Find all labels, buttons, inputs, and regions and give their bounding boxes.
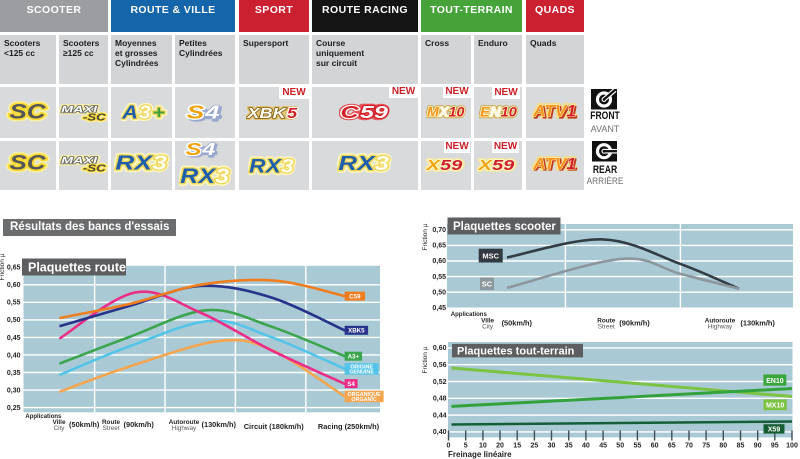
svg-text:65: 65 [668,443,676,450]
svg-text:50: 50 [616,443,624,450]
svg-text:0,44: 0,44 [433,412,447,419]
svg-text:GENUINE: GENUINE [349,370,374,376]
svg-text:Plaquettes route: Plaquettes route [28,261,126,275]
svg-text:0,40: 0,40 [7,352,21,359]
svg-text:(130km/h): (130km/h) [740,319,775,328]
svg-text:10: 10 [479,443,487,450]
svg-text:45: 45 [599,443,607,450]
svg-text:70: 70 [685,443,693,450]
svg-text:80: 80 [719,443,727,450]
svg-text:30: 30 [548,443,556,450]
svg-text:(90km/h): (90km/h) [619,319,650,328]
svg-text:Autoroute: Autoroute [705,318,736,325]
svg-text:0,55: 0,55 [432,274,446,281]
svg-text:Circuit (180km/h): Circuit (180km/h) [244,422,305,431]
svg-text:Ville: Ville [52,419,65,426]
svg-text:Street: Street [598,324,615,331]
svg-text:City: City [53,425,65,432]
svg-text:Ville: Ville [481,318,494,325]
svg-text:0,50: 0,50 [432,289,446,296]
svg-text:55: 55 [634,443,642,450]
svg-text:25: 25 [531,443,539,450]
svg-text:100: 100 [786,443,798,450]
svg-text:Friction µ: Friction µ [0,253,6,280]
svg-text:15: 15 [513,443,521,450]
svg-text:75: 75 [702,443,710,450]
svg-text:Freinage linéaire: Freinage linéaire [448,450,512,459]
svg-text:0: 0 [447,443,451,450]
svg-text:0,35: 0,35 [7,370,21,377]
svg-text:0,45: 0,45 [432,305,446,312]
svg-text:SC: SC [482,280,493,289]
svg-text:0,70: 0,70 [432,227,446,234]
svg-text:5: 5 [464,443,468,450]
svg-text:0,60: 0,60 [432,258,446,265]
svg-text:0,25: 0,25 [7,405,21,412]
svg-text:(50km/h): (50km/h) [69,420,100,429]
svg-text:0,50: 0,50 [7,317,21,324]
svg-text:A3+: A3+ [348,353,360,360]
svg-text:Racing (250km/h): Racing (250km/h) [318,422,380,431]
svg-text:Plaquettes scooter: Plaquettes scooter [453,221,556,233]
svg-text:60: 60 [651,443,659,450]
svg-text:0,48: 0,48 [433,396,447,403]
svg-text:Autoroute: Autoroute [169,419,200,426]
svg-text:0,65: 0,65 [432,243,446,250]
svg-text:Friction µ: Friction µ [422,223,429,250]
svg-text:S4: S4 [347,381,355,388]
svg-text:X59: X59 [768,427,781,434]
svg-text:ORIGINE: ORIGINE [350,364,373,370]
svg-text:0,30: 0,30 [7,387,21,394]
svg-text:Highway: Highway [172,425,197,432]
svg-text:ORGANIC: ORGANIC [351,397,377,403]
svg-text:90: 90 [754,443,762,450]
svg-text:C59: C59 [349,293,361,300]
svg-text:(90km/h): (90km/h) [124,420,155,429]
svg-text:EN10: EN10 [766,378,784,385]
svg-text:(130km/h): (130km/h) [202,420,237,429]
svg-text:20: 20 [496,443,504,450]
svg-text:Applications: Applications [451,312,488,318]
svg-text:0,60: 0,60 [7,282,21,289]
svg-text:(50km/h): (50km/h) [502,319,533,328]
svg-text:Plaquettes tout-terrain: Plaquettes tout-terrain [457,345,575,357]
svg-text:Route: Route [597,318,616,325]
svg-text:0,45: 0,45 [7,335,21,342]
svg-text:MSC: MSC [482,251,499,260]
svg-text:Highway: Highway [708,324,733,331]
svg-text:40: 40 [582,443,590,450]
svg-text:Applications: Applications [25,414,62,420]
svg-text:Street: Street [102,425,119,432]
svg-text:Friction µ: Friction µ [422,346,429,373]
svg-text:0,55: 0,55 [7,300,21,307]
svg-text:XBK5: XBK5 [348,328,365,335]
svg-text:MX10: MX10 [766,403,784,410]
svg-text:0,60: 0,60 [433,345,447,352]
svg-text:0,65: 0,65 [7,265,21,272]
svg-text:ORGANIQUE: ORGANIQUE [347,392,381,398]
svg-text:0,40: 0,40 [433,429,447,436]
svg-text:0,56: 0,56 [433,362,447,369]
svg-text:City: City [482,324,494,331]
svg-text:95: 95 [771,443,779,450]
svg-text:0,52: 0,52 [433,379,447,386]
svg-text:85: 85 [737,443,745,450]
svg-text:35: 35 [565,443,573,450]
svg-text:Route: Route [102,419,121,426]
